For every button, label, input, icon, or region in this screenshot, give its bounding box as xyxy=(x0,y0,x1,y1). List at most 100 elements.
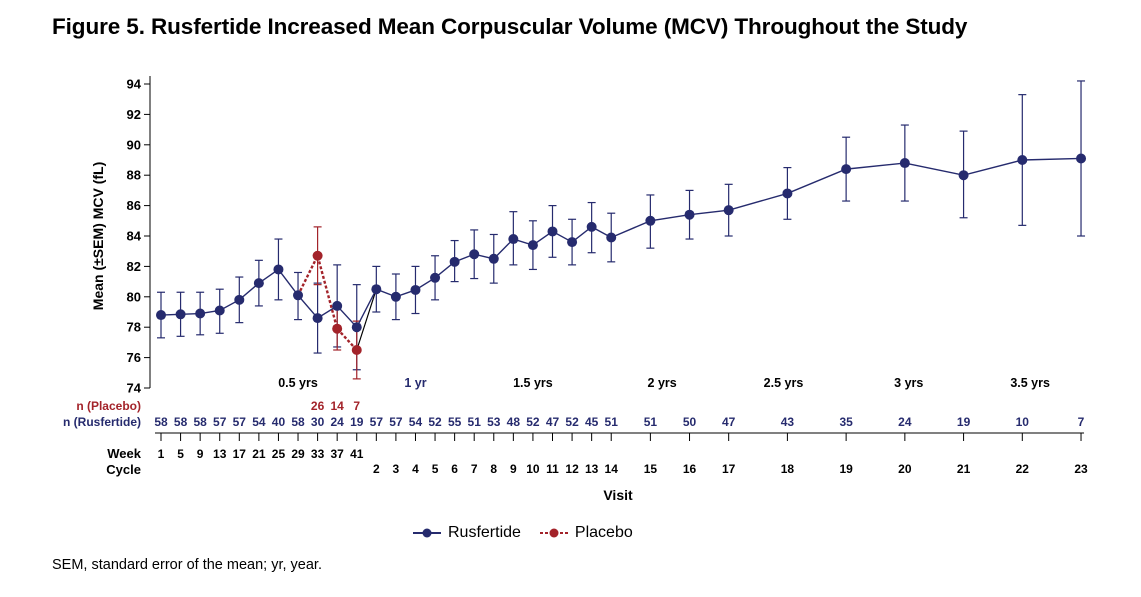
n-rusfertide-value: 40 xyxy=(272,415,286,429)
cycle-tick-label: 22 xyxy=(1016,462,1030,476)
week-tick-label: 5 xyxy=(177,447,184,461)
y-tick-label: 76 xyxy=(127,350,141,365)
placebo-data-point xyxy=(351,345,362,355)
n-rusfertide-value: 54 xyxy=(252,415,266,429)
y-tick-label: 74 xyxy=(127,381,142,396)
rusfertide-data-point xyxy=(958,170,969,181)
y-tick-label: 82 xyxy=(127,259,141,274)
cycle-tick-label: 11 xyxy=(546,462,559,476)
week-tick-label: 29 xyxy=(291,447,305,461)
week-tick-label: 41 xyxy=(350,447,364,461)
rusfertide-data-point xyxy=(371,284,382,295)
cycle-tick-label: 18 xyxy=(781,462,795,476)
rusfertide-data-point xyxy=(527,240,538,251)
rusfertide-data-point xyxy=(253,278,264,289)
year-marker-label: 2.5 yrs xyxy=(764,376,804,390)
legend-item-placebo: Placebo xyxy=(539,524,633,542)
n-placebo-value: 14 xyxy=(330,399,344,413)
n-rusfertide-value: 55 xyxy=(448,415,462,429)
year-marker-label: 0.5 yrs xyxy=(278,376,318,390)
rusfertide-data-point xyxy=(567,237,578,248)
year-marker-label: 2 yrs xyxy=(648,376,677,390)
legend-label-rusfertide: Rusfertide xyxy=(448,524,521,541)
n-rusfertide-row-label: n (Rusfertide) xyxy=(63,415,141,429)
n-rusfertide-value: 52 xyxy=(565,415,579,429)
rusfertide-data-point xyxy=(273,264,284,275)
n-rusfertide-value: 50 xyxy=(683,415,697,429)
rusfertide-data-point xyxy=(684,209,695,220)
rusfertide-data-point xyxy=(841,164,852,175)
week-tick-label: 33 xyxy=(311,447,325,461)
week-tick-label: 9 xyxy=(197,447,204,461)
rusfertide-data-point xyxy=(586,221,597,232)
n-rusfertide-value: 19 xyxy=(957,415,971,429)
legend-label-placebo: Placebo xyxy=(574,524,633,541)
rusfertide-data-point xyxy=(547,226,558,237)
y-tick-label: 78 xyxy=(127,320,141,335)
n-rusfertide-value: 19 xyxy=(350,415,364,429)
year-marker-label: 1.5 yrs xyxy=(513,376,553,390)
n-rusfertide-value: 51 xyxy=(605,415,619,429)
y-tick-label: 90 xyxy=(127,137,141,152)
week-tick-label: 1 xyxy=(158,447,165,461)
x-axis-label: Visit xyxy=(603,487,633,503)
figure-title: Figure 5. Rusfertide Increased Mean Corp… xyxy=(52,14,968,39)
n-rusfertide-value: 52 xyxy=(428,415,442,429)
week-row-label: Week xyxy=(107,446,141,461)
n-rusfertide-value: 58 xyxy=(154,415,168,429)
n-rusfertide-value: 51 xyxy=(468,415,482,429)
n-rusfertide-value: 51 xyxy=(644,415,658,429)
cycle-tick-label: 16 xyxy=(683,462,697,476)
rusfertide-data-point xyxy=(645,215,656,226)
n-rusfertide-value: 57 xyxy=(233,415,247,429)
cycle-tick-label: 4 xyxy=(412,462,419,476)
rusfertide-data-point xyxy=(156,310,166,321)
n-rusfertide-value: 10 xyxy=(1016,415,1030,429)
y-tick-label: 80 xyxy=(127,289,141,304)
rusfertide-data-point xyxy=(1017,155,1028,165)
rusfertide-data-point xyxy=(312,313,323,324)
year-marker-label: 3 yrs xyxy=(894,376,923,390)
n-rusfertide-value: 57 xyxy=(389,415,403,429)
rusfertide-data-point xyxy=(782,188,793,199)
rusfertide-data-point xyxy=(449,256,460,267)
cycle-tick-label: 21 xyxy=(957,462,971,476)
n-rusfertide-value: 57 xyxy=(213,415,227,429)
rusfertide-data-point xyxy=(430,272,441,283)
n-rusfertide-value: 35 xyxy=(839,415,853,429)
n-rusfertide-value: 53 xyxy=(487,415,501,429)
n-placebo-value: 7 xyxy=(353,399,360,413)
n-rusfertide-value: 7 xyxy=(1078,415,1085,429)
n-rusfertide-value: 58 xyxy=(193,415,207,429)
cycle-tick-label: 13 xyxy=(585,462,599,476)
n-placebo-value: 26 xyxy=(311,399,325,413)
n-rusfertide-value: 24 xyxy=(898,415,912,429)
placebo-crossover-connector xyxy=(356,289,377,351)
rusfertide-data-point xyxy=(899,158,910,169)
n-rusfertide-value: 57 xyxy=(370,415,384,429)
rusfertide-data-point xyxy=(1076,153,1087,164)
legend-marker-rusfertide xyxy=(413,528,441,538)
rusfertide-data-point xyxy=(410,284,421,295)
cycle-tick-label: 10 xyxy=(526,462,540,476)
rusfertide-data-point xyxy=(351,322,362,333)
cycle-tick-label: 17 xyxy=(722,462,736,476)
cycle-tick-label: 5 xyxy=(432,462,439,476)
y-tick-label: 86 xyxy=(127,198,141,213)
n-rusfertide-value: 48 xyxy=(507,415,521,429)
rusfertide-data-point xyxy=(606,232,617,243)
placebo-series-line xyxy=(296,252,358,351)
n-rusfertide-value: 24 xyxy=(330,415,344,429)
cycle-tick-label: 8 xyxy=(490,462,497,476)
cycle-row-label: Cycle xyxy=(106,462,141,477)
n-rusfertide-value: 30 xyxy=(311,415,325,429)
legend-item-rusfertide: Rusfertide xyxy=(412,524,521,542)
rusfertide-data-point xyxy=(234,294,245,305)
cycle-tick-label: 12 xyxy=(565,462,579,476)
footnote: SEM, standard error of the mean; yr, yea… xyxy=(52,557,322,573)
rusfertide-data-point xyxy=(214,305,225,316)
placebo-data-point xyxy=(312,250,323,261)
rusfertide-data-point xyxy=(723,205,734,216)
year-marker-label: 3.5 yrs xyxy=(1010,376,1050,390)
n-rusfertide-value: 54 xyxy=(409,415,423,429)
